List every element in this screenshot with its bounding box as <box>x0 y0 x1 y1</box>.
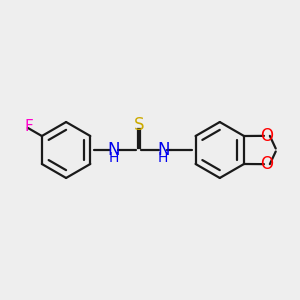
Text: N: N <box>108 141 120 159</box>
Text: H: H <box>109 151 119 165</box>
Text: N: N <box>157 141 169 159</box>
Text: S: S <box>134 116 144 134</box>
Text: O: O <box>260 127 273 145</box>
Text: O: O <box>260 155 273 173</box>
Text: H: H <box>158 151 168 165</box>
Text: F: F <box>25 119 34 134</box>
